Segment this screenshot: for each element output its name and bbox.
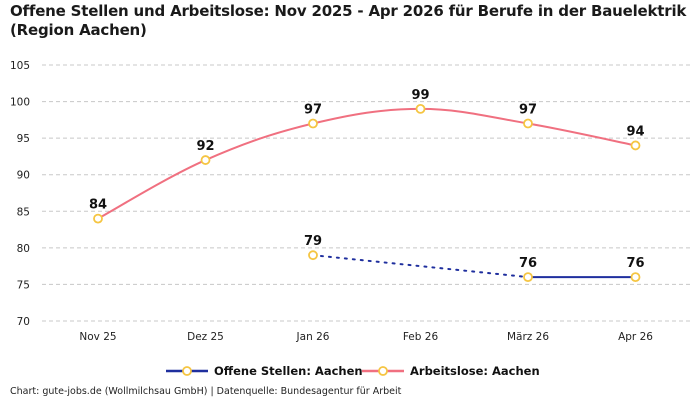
y-tick-label: 105 <box>10 60 30 72</box>
legend-swatch-marker <box>378 366 388 376</box>
data-label: 92 <box>196 139 214 154</box>
data-point <box>630 140 641 151</box>
data-point <box>308 118 318 129</box>
data-label: 94 <box>626 124 644 139</box>
grid-lines <box>42 64 692 322</box>
data-label: 76 <box>626 256 644 271</box>
source-footer: Chart: gute-jobs.de (Wollmilchsau GmbH) … <box>10 386 402 397</box>
data-point <box>200 155 211 165</box>
data-point <box>308 250 318 261</box>
data-label: 99 <box>411 88 429 103</box>
chart-title: Offene Stellen und Arbeitslose: Nov 2025… <box>10 2 687 39</box>
y-tick-label: 90 <box>17 170 30 182</box>
y-tick-label: 75 <box>17 279 30 291</box>
data-labels: 84 92 97 99 97 94 79 76 76 <box>89 88 645 271</box>
x-tick-label: Dez 25 <box>187 331 224 343</box>
y-tick-label: 80 <box>17 243 30 255</box>
y-tick-label: 70 <box>17 316 30 328</box>
x-tick-label: Jan 26 <box>296 331 330 343</box>
data-point <box>630 272 641 283</box>
y-axis-ticks: 70 75 80 85 90 95 100 105 <box>10 60 30 328</box>
x-tick-label: Nov 25 <box>79 331 116 343</box>
y-tick-label: 100 <box>10 97 30 109</box>
legend-label: Offene Stellen: Aachen <box>214 364 363 378</box>
x-tick-label: März 26 <box>507 331 549 343</box>
series-lines <box>97 107 637 279</box>
data-label: 97 <box>519 103 537 118</box>
data-label: 84 <box>89 198 107 213</box>
data-point <box>415 103 426 114</box>
x-axis-ticks: Nov 25 Dez 25 Jan 26 Feb 26 März 26 Apr 26 <box>79 331 653 343</box>
legend: Offene Stellen: Aachen Arbeitslose: Aache… <box>166 364 540 378</box>
data-label: 97 <box>304 103 322 118</box>
x-tick-label: Feb 26 <box>403 331 439 343</box>
data-point <box>93 213 103 224</box>
y-tick-label: 85 <box>17 206 30 218</box>
data-point <box>523 272 533 283</box>
x-tick-label: Apr 26 <box>618 331 653 343</box>
legend-label: Arbeitslose: Aachen <box>410 364 540 378</box>
data-point <box>523 118 533 129</box>
legend-swatch-marker <box>182 366 192 376</box>
series-line-arbeitslose <box>97 107 636 220</box>
data-label: 76 <box>519 256 537 271</box>
y-tick-label: 95 <box>17 133 30 145</box>
series-gap-offene-stellen <box>312 254 529 279</box>
data-points <box>93 103 641 283</box>
data-label: 79 <box>304 234 322 249</box>
